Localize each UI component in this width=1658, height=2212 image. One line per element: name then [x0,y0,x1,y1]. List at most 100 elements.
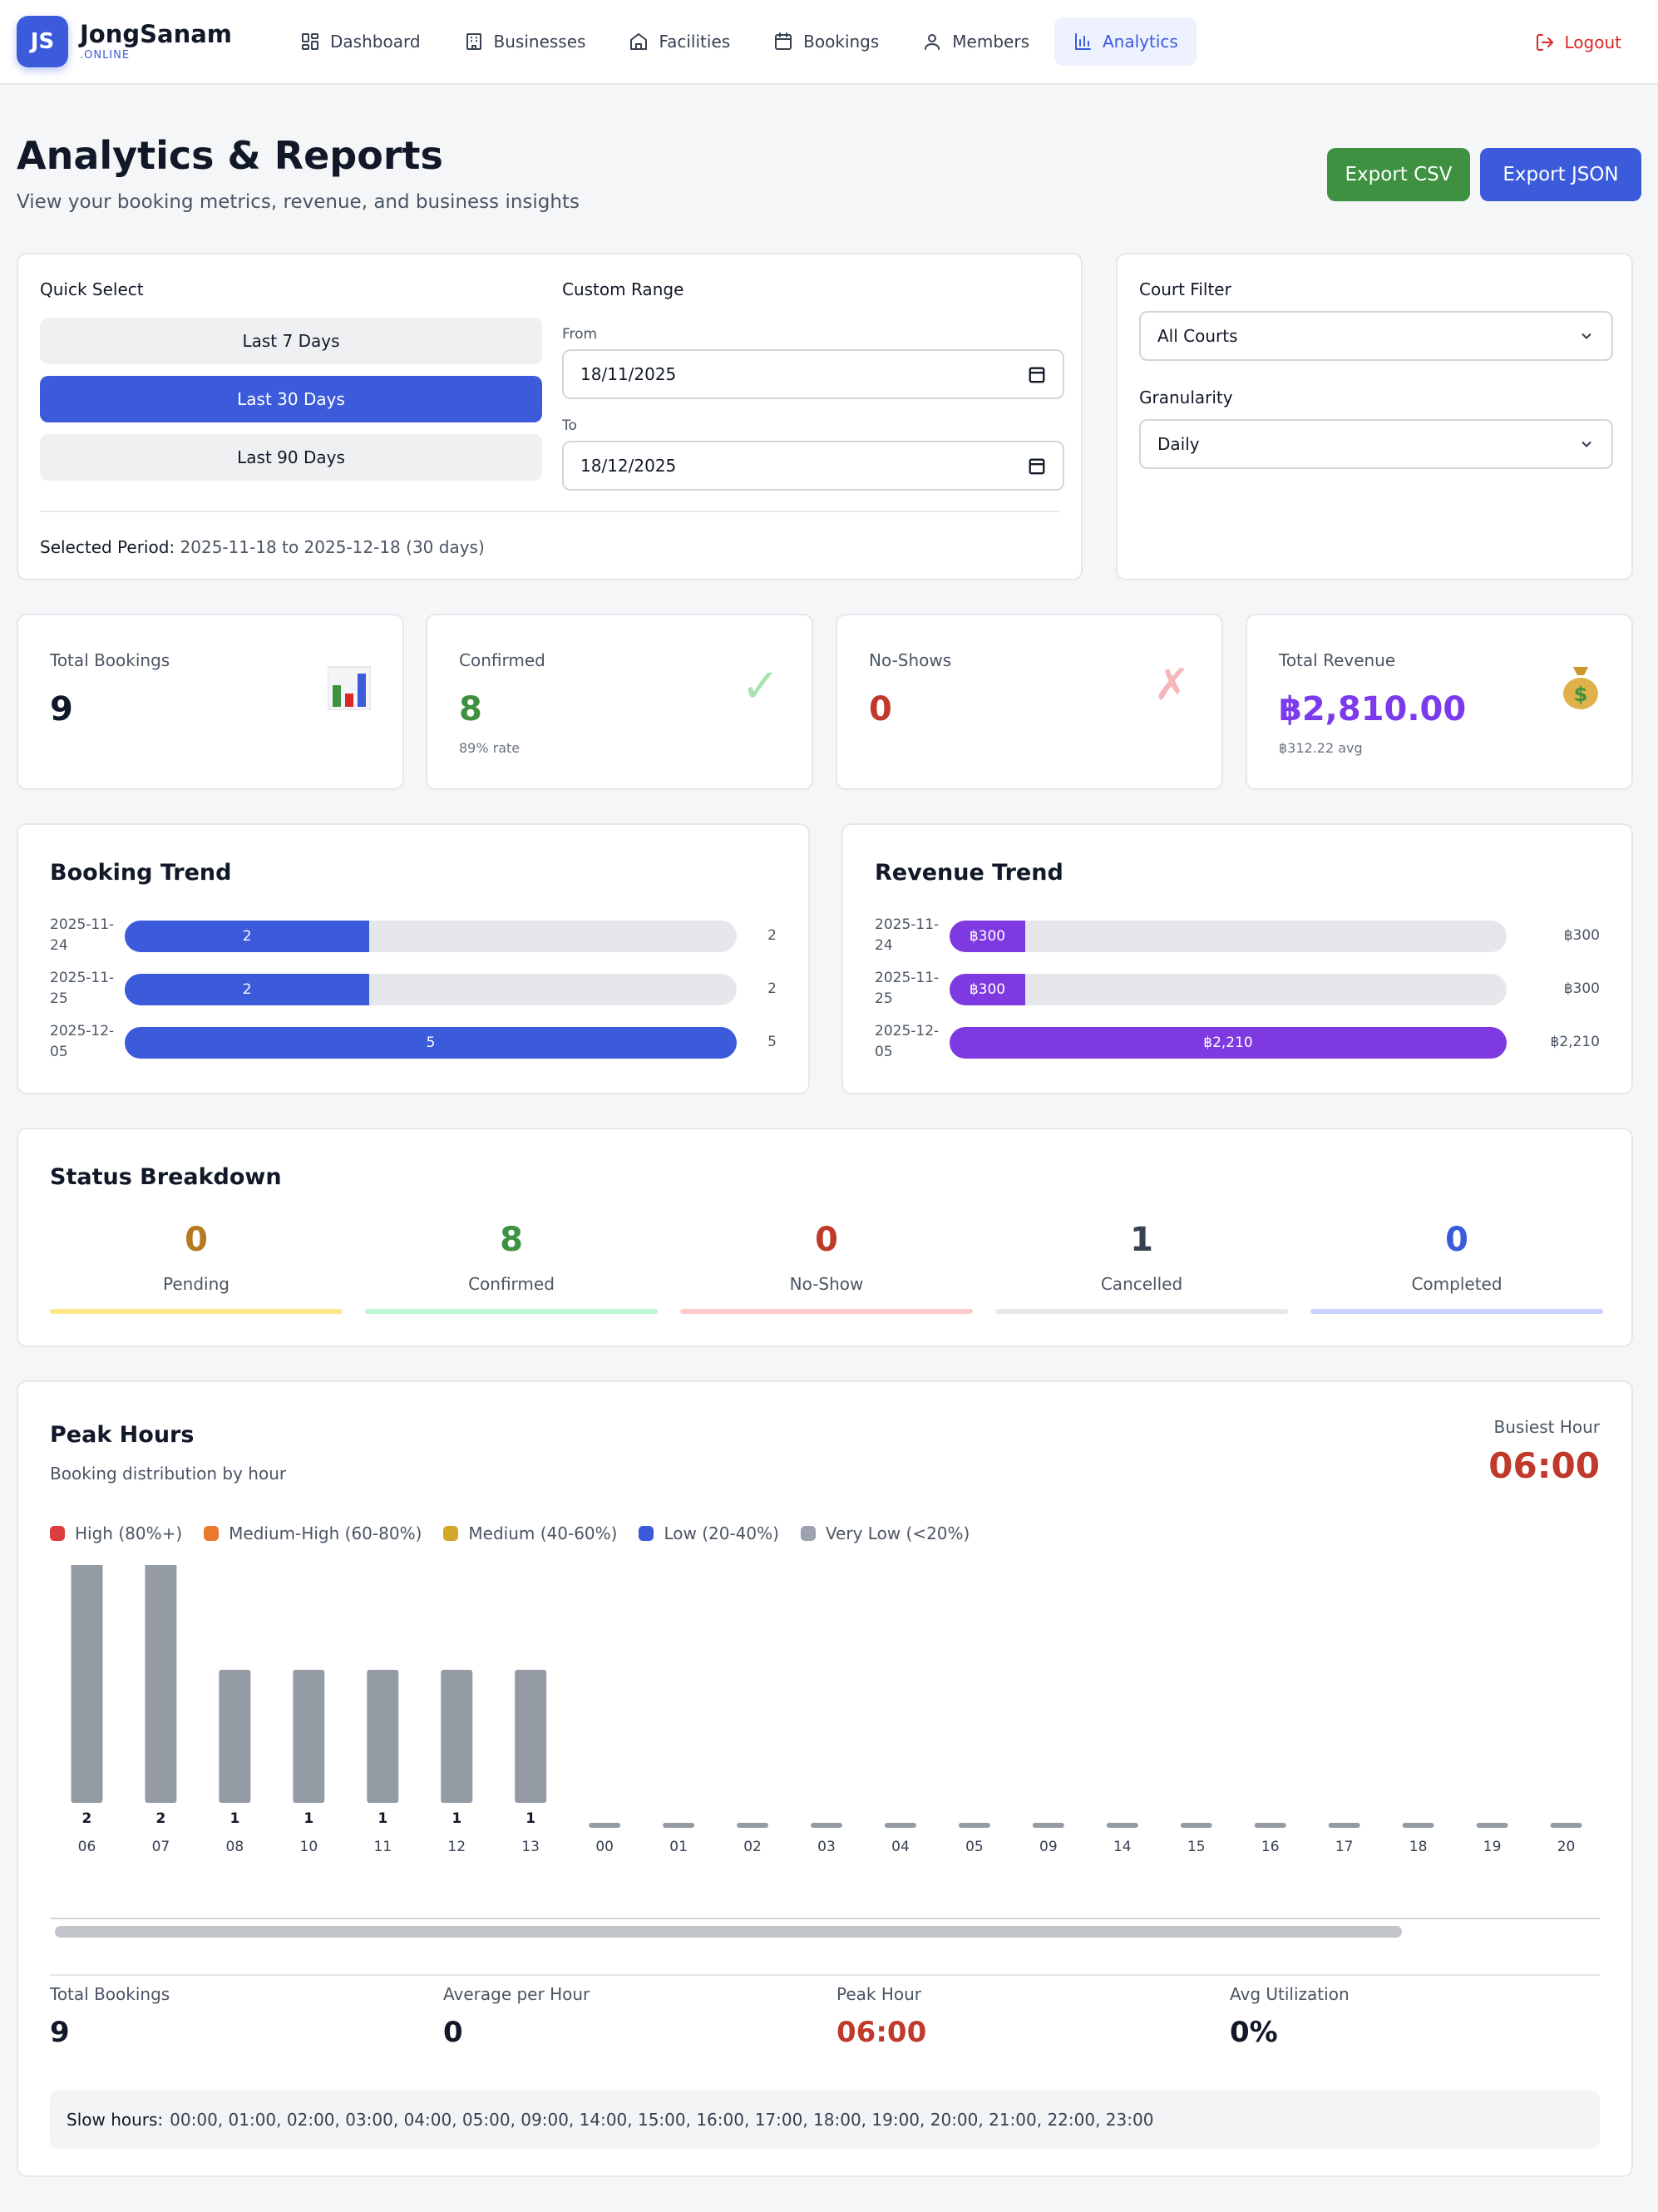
calendar-icon [1029,458,1045,475]
export-csv-button[interactable]: Export CSV [1327,148,1470,201]
chart-bar[interactable] [441,1670,473,1803]
trend-bar: 5 [125,1027,737,1059]
chart-bar[interactable] [1032,1823,1064,1828]
logout-button[interactable]: Logout [1535,18,1621,67]
export-json-button[interactable]: Export JSON [1480,148,1641,201]
nav-item-analytics[interactable]: Analytics [1054,17,1197,66]
legend-item: Very Low (<20%) [800,1523,970,1543]
status-breakdown-title: Status Breakdown [50,1164,282,1190]
chart-scrollbar[interactable] [55,1926,1402,1938]
status-count: 1 [1130,1221,1153,1259]
chart-bar[interactable] [1550,1823,1582,1828]
chart-tick-label: 15 [1187,1839,1206,1855]
legend-swatch [639,1526,654,1541]
trend-value: ฿2,210 [1550,1034,1600,1050]
trend-row: 2025-11-24 2 2 [50,915,777,956]
slow-hours-label: Slow hours: [67,2110,164,2130]
chart-bar[interactable] [1106,1823,1138,1828]
nav-item-dashboard[interactable]: Dashboard [282,17,439,66]
trend-bar: ฿300 [950,921,1025,952]
chart-bar[interactable] [515,1670,547,1803]
chart-tick-label: 06 [78,1839,96,1855]
quick-select-90-days[interactable]: Last 90 Days [40,434,542,481]
booking-trend-title: Booking Trend [50,860,232,886]
legend-item: Low (20-40%) [639,1523,779,1543]
brand[interactable]: JongSanam .ONLINE [80,22,232,62]
chart-bar[interactable] [1180,1823,1212,1828]
to-label: To [562,417,577,434]
stat-card-no-shows: No-Shows 0 ✗ [836,614,1223,790]
status-confirmed: 8 Confirmed [365,1221,658,1314]
trend-value: ฿300 [1563,927,1600,944]
trend-value: ฿300 [1563,980,1600,997]
chart-bar[interactable] [737,1823,769,1828]
chart-bar[interactable] [1328,1823,1360,1828]
quick-select-30-days[interactable]: Last 30 Days [40,376,542,422]
stat-value: 8 [459,690,482,728]
chart-bar[interactable] [589,1823,621,1828]
page-header: Analytics & Reports View your booking me… [17,85,1641,251]
status-label: Confirmed [468,1274,555,1294]
chart-bar[interactable] [811,1823,842,1828]
trend-track: 5 [125,1027,737,1059]
court-filter-value: All Courts [1157,326,1238,346]
trend-date: 2025-11-24 [50,916,115,954]
nav-item-facilities[interactable]: Facilities [610,17,748,66]
calendar-icon [1029,367,1045,383]
nav-item-label: Analytics [1102,32,1178,52]
trend-bar: 2 [125,921,370,952]
divider [40,511,1059,512]
selected-period-value: 2025-11-18 to 2025-12-18 (30 days) [180,537,485,557]
stat-label: No-Shows [869,650,952,670]
logo[interactable]: JS [17,16,68,67]
chart-bar[interactable] [219,1670,251,1803]
peak-hours-title: Peak Hours [50,1422,195,1448]
chart-bar[interactable] [1476,1823,1508,1828]
status-label: Pending [163,1274,229,1294]
nav-item-members[interactable]: Members [904,17,1048,66]
busiest-hour-label: Busiest Hour [1493,1417,1600,1437]
trend-value: 2 [767,980,777,997]
chart-value-label: 1 [303,1810,313,1827]
stat-label: Total Revenue [1279,650,1396,670]
chart-tick-label: 04 [891,1839,910,1855]
chart-bar[interactable] [71,1565,103,1803]
trend-date: 2025-11-25 [50,970,115,1007]
chart-bar[interactable] [884,1823,916,1828]
chart-tick-label: 12 [447,1839,466,1855]
chart-value-label: 2 [156,1810,166,1827]
trend-bar-label: 2 [242,928,252,945]
money-bag-icon: $ [1562,664,1600,718]
status-breakdown-card: Status Breakdown 0 Pending 8 Confirmed 0 No-S… [17,1128,1633,1347]
trend-row: 2025-12-05 5 5 [50,1021,777,1063]
granularity-select[interactable]: Daily [1139,419,1613,469]
court-filter-select[interactable]: All Courts [1139,311,1613,361]
chart-scroll-track-top [50,1918,1600,1919]
top-nav: JS JongSanam .ONLINE Dashboard Businesses… [0,0,1658,85]
chart-bar[interactable] [145,1565,177,1803]
from-date-input[interactable]: 18/11/2025 [562,349,1064,399]
quick-select-7-days[interactable]: Last 7 Days [40,318,542,364]
chart-tick-label: 09 [1039,1839,1058,1855]
to-date-input[interactable]: 18/12/2025 [562,441,1064,491]
status-count: 0 [1445,1221,1468,1259]
chart-bar[interactable] [1254,1823,1286,1828]
nav-item-businesses[interactable]: Businesses [446,17,604,66]
svg-text:$: $ [1574,683,1588,706]
chart-bar[interactable] [958,1823,990,1828]
brand-sub: .ONLINE [80,49,131,62]
chart-bar[interactable] [367,1670,399,1803]
chart-bar[interactable] [1402,1823,1434,1828]
page-subtitle: View your booking metrics, revenue, and … [17,191,580,213]
chart-tick-label: 18 [1409,1839,1428,1855]
nav-item-bookings[interactable]: Bookings [755,17,897,66]
check-icon: ✓ [741,659,780,713]
status-underline [50,1309,343,1314]
peak-hours-legend: High (80%+) Medium-High (60-80%) Medium (4… [50,1523,970,1543]
stat-card-confirmed: Confirmed 8 89% rate ✓ [426,614,813,790]
legend-swatch [204,1526,220,1541]
chart-bar[interactable] [293,1670,325,1803]
stat-value: 0 [869,690,892,728]
chart-bar[interactable] [663,1823,695,1828]
summary-label: Total Bookings [50,1984,170,2004]
